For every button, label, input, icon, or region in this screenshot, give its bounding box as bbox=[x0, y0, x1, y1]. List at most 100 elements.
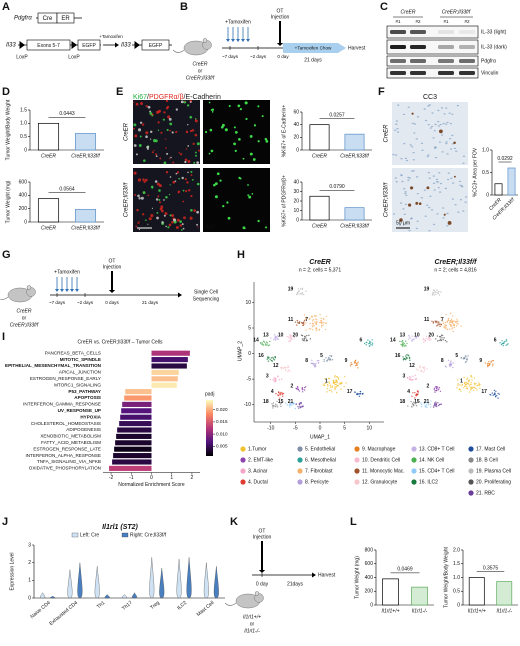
nucleus bbox=[392, 213, 396, 215]
cluster-label: 10 bbox=[414, 333, 420, 339]
bar bbox=[74, 133, 97, 151]
panel-letter: J bbox=[2, 516, 8, 528]
cell-dot bbox=[137, 194, 140, 198]
cell-dot bbox=[334, 388, 337, 390]
cell-dot bbox=[356, 393, 359, 396]
nucleus bbox=[434, 146, 438, 149]
cell-dot bbox=[276, 338, 278, 341]
category-label: ESTROGEN_RESPONSE_EARLY bbox=[30, 376, 101, 381]
cell-dot bbox=[326, 383, 329, 386]
cell-dot bbox=[444, 324, 447, 327]
legend-swatch bbox=[468, 457, 474, 463]
cell-dot bbox=[265, 139, 269, 143]
cell-dot bbox=[433, 388, 435, 390]
cell-dot bbox=[309, 322, 311, 325]
nucleus bbox=[410, 170, 414, 172]
cell-dot bbox=[324, 378, 326, 380]
cell-dot bbox=[189, 101, 192, 103]
p-value: 0.0790 bbox=[329, 184, 345, 190]
cell-dot bbox=[182, 227, 185, 230]
label: Exons 5-7 bbox=[37, 43, 60, 49]
cell-dot bbox=[154, 180, 158, 183]
cell-dot bbox=[423, 341, 425, 343]
cell-dot bbox=[318, 360, 320, 362]
cell-dot bbox=[457, 383, 459, 385]
cell-dot bbox=[194, 119, 198, 123]
cell-dot bbox=[270, 337, 272, 339]
cell-dot bbox=[166, 152, 169, 155]
box bbox=[26, 39, 71, 51]
cell-dot bbox=[467, 377, 469, 379]
micrograph bbox=[203, 168, 270, 232]
cell-dot bbox=[134, 194, 137, 196]
cluster bbox=[407, 401, 419, 408]
cell-dot bbox=[137, 178, 142, 182]
y-tick-label: 2.0 bbox=[453, 547, 460, 553]
cell-dot bbox=[298, 322, 301, 324]
cluster bbox=[460, 355, 469, 364]
cell-dot bbox=[434, 320, 436, 322]
cell-dot bbox=[329, 386, 332, 388]
cell-dot bbox=[234, 149, 237, 152]
nucleus bbox=[459, 198, 463, 201]
cell-dot bbox=[427, 338, 429, 340]
label: ~2 days bbox=[77, 300, 94, 305]
cluster bbox=[294, 319, 306, 327]
cell-dot bbox=[490, 360, 493, 363]
cell-dot bbox=[302, 322, 305, 325]
cell-dot bbox=[280, 378, 283, 380]
bar bbox=[309, 124, 330, 151]
cell-dot bbox=[165, 195, 168, 199]
cell-dot bbox=[334, 383, 336, 386]
cluster-label: 21 bbox=[424, 399, 430, 405]
mouse-ear bbox=[202, 38, 208, 43]
x-tick-label: Th1 bbox=[96, 600, 107, 610]
cell-dot bbox=[187, 124, 189, 126]
colorbar-tick-label: 0.015 bbox=[216, 419, 228, 424]
cell-dot bbox=[262, 340, 265, 342]
cell-dot bbox=[145, 131, 149, 135]
cell-dot bbox=[484, 362, 487, 364]
cell-dot bbox=[182, 200, 185, 203]
label: LoxP bbox=[68, 54, 80, 60]
nucleus bbox=[446, 153, 449, 155]
cell-dot bbox=[305, 329, 307, 331]
cell-dot bbox=[271, 360, 274, 362]
cell-dot bbox=[171, 131, 174, 134]
cluster-label: 3 bbox=[402, 373, 405, 379]
blot-band bbox=[459, 59, 475, 63]
violin bbox=[213, 566, 219, 599]
cell-dot bbox=[277, 394, 279, 396]
cluster-label: 9 bbox=[479, 358, 482, 364]
cell-dot bbox=[289, 370, 291, 372]
cell-dot bbox=[294, 407, 297, 410]
cell-dot bbox=[436, 322, 438, 324]
cell-dot bbox=[156, 216, 159, 220]
cell-dot bbox=[467, 379, 470, 382]
cell-dot bbox=[272, 402, 275, 404]
cell-dot bbox=[311, 359, 313, 361]
panel-letter: D bbox=[2, 86, 10, 98]
cell-dot bbox=[407, 405, 409, 407]
cell-dot bbox=[302, 405, 304, 407]
cell-dot bbox=[357, 367, 359, 369]
cell-dot bbox=[414, 378, 417, 380]
cell-dot bbox=[473, 389, 475, 392]
stain-name: Ki67 bbox=[133, 94, 147, 101]
cell-dot bbox=[328, 382, 331, 384]
nucleus bbox=[450, 177, 453, 180]
y-tick-label: 10 bbox=[245, 300, 251, 306]
cell-dot bbox=[332, 379, 335, 381]
cluster bbox=[432, 401, 443, 408]
y-axis-label: %CC3+ Area per FOV bbox=[472, 147, 478, 197]
panel-letter: E bbox=[116, 86, 123, 98]
label: +Tamoxifen Chow bbox=[295, 46, 332, 51]
arrow-head bbox=[231, 39, 235, 42]
stain-name: /E-Cadherin bbox=[184, 94, 221, 101]
cluster bbox=[285, 402, 297, 410]
cell-dot bbox=[411, 395, 413, 397]
cell-dot bbox=[336, 380, 338, 382]
legend-label: 17. Mast Cell bbox=[476, 446, 505, 452]
cell-dot bbox=[280, 391, 282, 394]
cell-dot bbox=[435, 385, 437, 388]
